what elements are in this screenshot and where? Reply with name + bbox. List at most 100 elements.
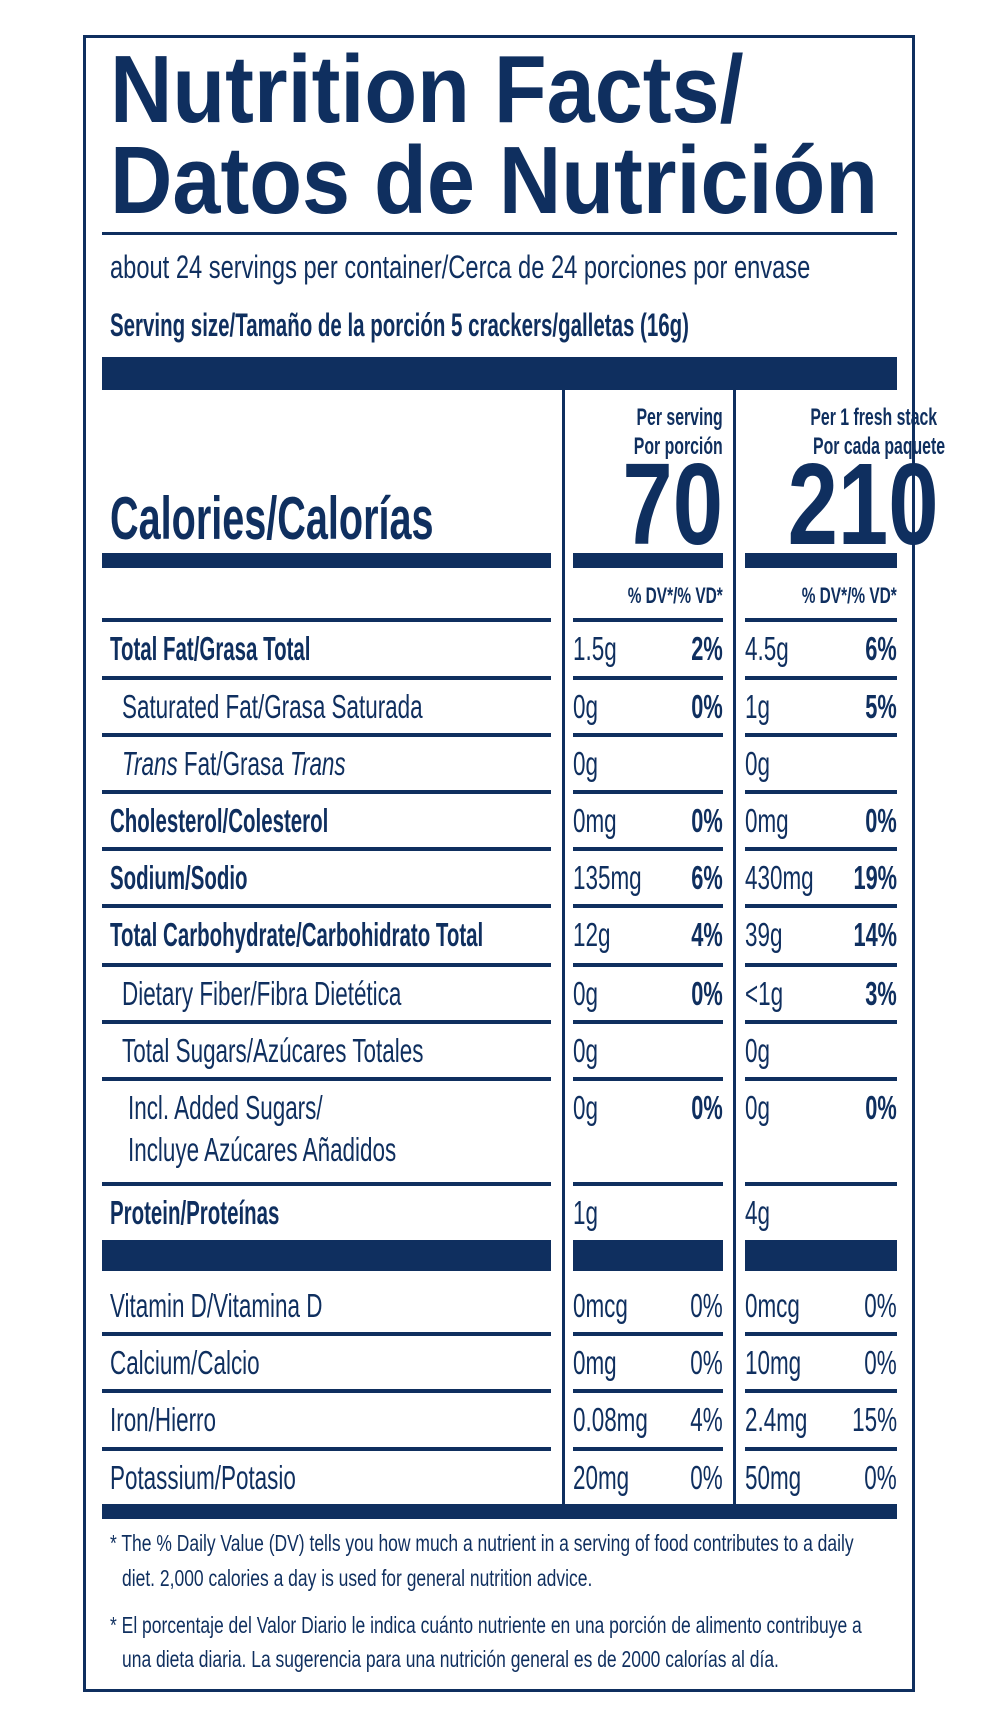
- text: 0g: [745, 1089, 770, 1126]
- c2-amount: 430mg: [745, 859, 846, 897]
- divider-thick: [102, 357, 897, 390]
- row-divider: [102, 847, 551, 851]
- nutrient-label: Cholesterol/Colesterol: [110, 802, 462, 840]
- dv-header-col2: % DV*/% VD*: [801, 583, 897, 608]
- c2-amount: 0g: [745, 1089, 782, 1127]
- text: Total Sugars/Azúcares Totales: [122, 1032, 424, 1069]
- c2-daily-value: 0%: [797, 1287, 897, 1325]
- c1-daily-value: 0%: [623, 1089, 723, 1127]
- c1-daily-value: 0%: [623, 802, 723, 840]
- nutrient-label: Iron/Hierro: [110, 1401, 266, 1439]
- nutrition-label-frame: [83, 35, 915, 1692]
- nutrient-label-line2: Incluye Azúcares Añadidos: [128, 1131, 522, 1169]
- text: Protein/Proteínas: [110, 1194, 280, 1231]
- text: Cholesterol/Colesterol: [110, 802, 329, 839]
- c1-amount: 1.5g: [573, 630, 637, 668]
- nutrient-label: Calcium/Calcio: [110, 1344, 330, 1382]
- text: 0%: [691, 975, 723, 1012]
- row-divider: [102, 733, 551, 737]
- text: 4.5g: [745, 630, 789, 667]
- c1-daily-value: 4%: [623, 916, 723, 954]
- nutrient-label: Dietary Fiber/Fibra Dietética: [122, 975, 533, 1013]
- nutrient-label-text: Trans Fat/Grasa Trans: [122, 745, 346, 783]
- text: Dietary Fiber/Fibra Dietética: [122, 975, 402, 1012]
- c2-daily-value: 0%: [797, 1089, 897, 1127]
- text: 15%: [852, 1401, 897, 1438]
- text: 0.08mg: [573, 1401, 648, 1438]
- nutrient-label: Potassium/Potasio: [110, 1459, 383, 1497]
- row-divider: [102, 904, 551, 908]
- text: 0%: [691, 802, 723, 839]
- c1-amount: 20mg: [573, 1459, 656, 1497]
- row-divider: [102, 618, 551, 622]
- c1-amount: 0mg: [573, 1344, 637, 1382]
- c1-daily-value: 0%: [623, 1287, 723, 1325]
- nutrient-label: Total Sugars/Azúcares Totales: [122, 1032, 565, 1070]
- c1-amount: 0g: [573, 745, 610, 783]
- text: Potassium/Potasio: [110, 1459, 296, 1496]
- section-bar: [745, 1240, 897, 1271]
- text: 0g: [573, 1089, 598, 1126]
- calories-rule: [573, 553, 723, 568]
- nutrient-label: Total Fat/Grasa Total: [110, 630, 433, 668]
- c2-daily-value: 6%: [797, 630, 897, 668]
- text: 5%: [865, 688, 897, 725]
- c2-amount: 39g: [745, 916, 800, 954]
- row-divider: [102, 963, 551, 967]
- row-divider: [102, 1389, 551, 1393]
- c2-daily-value: [797, 745, 897, 783]
- row-divider: [573, 1182, 723, 1186]
- text: 1.5g: [573, 630, 617, 667]
- c1-daily-value: 0%: [623, 688, 723, 726]
- text: 0mg: [573, 1344, 617, 1381]
- text: 0%: [864, 1459, 897, 1496]
- text: <1g: [745, 975, 784, 1012]
- row-divider: [573, 1332, 723, 1336]
- text: 1g: [573, 1194, 598, 1231]
- c1-daily-value: [623, 1194, 723, 1232]
- calories-rule: [102, 553, 551, 568]
- row-divider: [102, 1077, 551, 1081]
- text: 19%: [853, 859, 897, 896]
- c1-amount: 135mg: [573, 859, 674, 897]
- text: 0mg: [573, 802, 617, 839]
- text: 6%: [691, 859, 723, 896]
- footnote-en-1: * The % Daily Value (DV) tells you how m…: [110, 1530, 854, 1556]
- row-divider: [102, 790, 551, 794]
- text: Incl. Added Sugars/: [128, 1089, 323, 1126]
- row-divider: [102, 1447, 551, 1451]
- c2-daily-value: 14%: [797, 916, 897, 954]
- text: Total Fat/Grasa Total: [110, 630, 311, 667]
- c1-amount: 0g: [573, 1032, 610, 1070]
- row-divider: [745, 904, 897, 908]
- text: 20mg: [573, 1459, 630, 1496]
- text: 4%: [690, 1401, 723, 1438]
- text: 0%: [865, 1089, 897, 1126]
- footnote-en-2: diet. 2,000 calories a day is used for g…: [122, 1565, 593, 1591]
- c2-daily-value: 15%: [797, 1401, 897, 1439]
- text: Total Carbohydrate/Carbohidrato Total: [110, 916, 484, 953]
- row-divider: [573, 847, 723, 851]
- col1-header-es: Por porción: [634, 433, 723, 460]
- text: 10mg: [745, 1344, 802, 1381]
- text: 0g: [745, 1032, 770, 1069]
- text: 0mg: [745, 802, 789, 839]
- calories-per-stack: 210: [787, 439, 939, 569]
- c2-daily-value: 0%: [797, 802, 897, 840]
- c2-amount: 50mg: [745, 1459, 828, 1497]
- title-english: Nutrition Facts/: [110, 36, 744, 143]
- calories-label: Calories/Calorías: [110, 485, 434, 552]
- text: 0%: [864, 1344, 897, 1381]
- row-divider: [102, 1020, 551, 1024]
- c2-amount: 2.4mg: [745, 1401, 837, 1439]
- text: 0g: [573, 745, 598, 782]
- row-divider: [573, 963, 723, 967]
- c2-daily-value: 3%: [797, 975, 897, 1013]
- text: 0g: [573, 1032, 598, 1069]
- row-divider: [745, 1020, 897, 1024]
- c2-amount: 1g: [745, 688, 782, 726]
- c2-amount: 4.5g: [745, 630, 809, 668]
- text: 0g: [573, 975, 598, 1012]
- text: 0%: [690, 1344, 723, 1381]
- col1-header-en: Per serving: [636, 404, 723, 431]
